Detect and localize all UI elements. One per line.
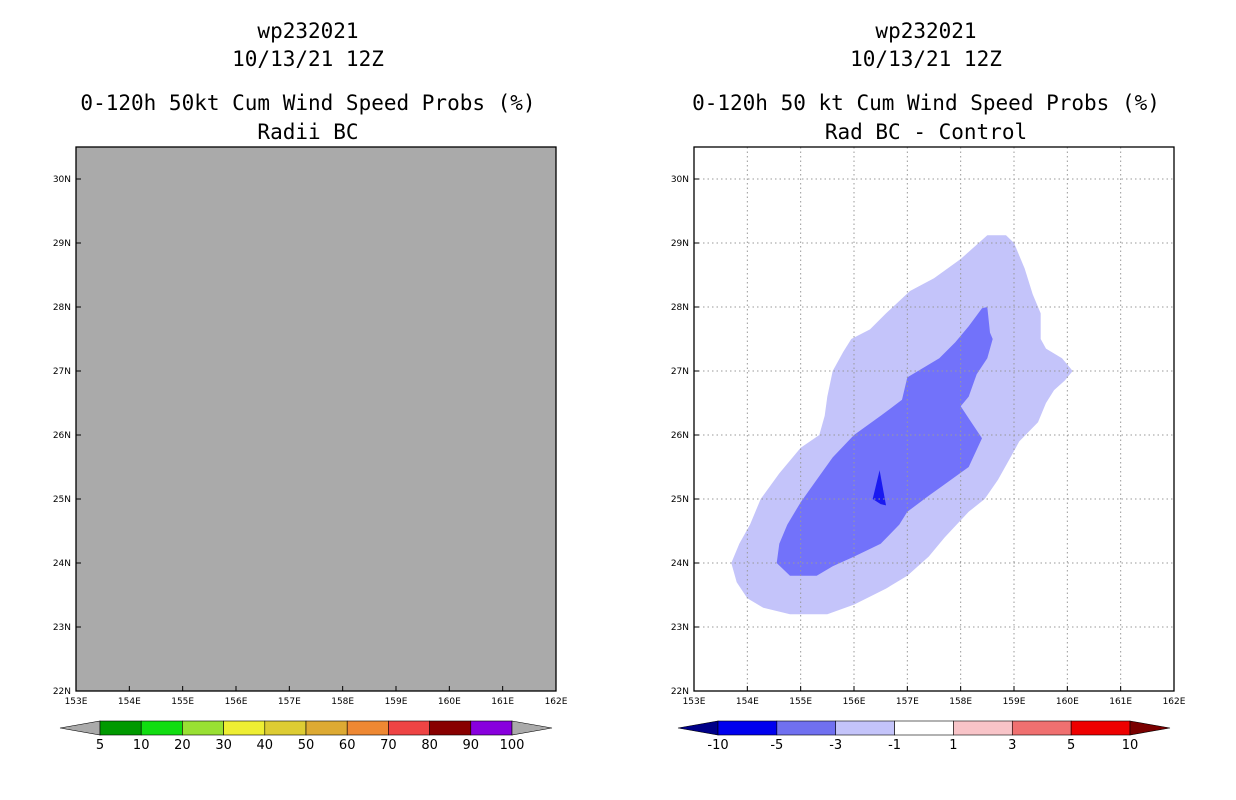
right-colorbar-label-4: 1 (949, 738, 957, 753)
right-ytick-label-7: 29N (671, 239, 689, 249)
right-date: 10/13/21 12Z (850, 47, 1002, 71)
right-chart-title: 0-120h 50 kt Cum Wind Speed Probs (%) (692, 91, 1160, 115)
right-storm-id: wp232021 (875, 19, 976, 43)
right-xtick-label-4: 157E (896, 697, 919, 707)
left-colorbar-swatch-9 (470, 720, 513, 736)
left-xtick-label-5: 158E (331, 697, 354, 707)
left-colorbar-label-8: 80 (421, 738, 438, 753)
right-colorbar-over (1129, 720, 1171, 736)
right-chart-subtitle: Rad BC - Control (825, 120, 1027, 144)
right-colorbar-label-2: -3 (829, 738, 842, 753)
left-ytick-label-5: 27N (53, 367, 71, 377)
left-plot-frame (75, 146, 557, 692)
right-colorbar-label-6: 5 (1067, 738, 1075, 753)
right-ytick-label-0: 22N (671, 687, 689, 697)
left-colorbar-swatch-3 (223, 720, 266, 736)
right-colorbar-label-1: -5 (770, 738, 783, 753)
right-xtick-label-0: 153E (683, 697, 706, 707)
left-xtick-label-0: 153E (65, 697, 88, 707)
right-difference-chart: wp232021 10/13/21 12Z 0-120h 50 kt Cum W… (671, 19, 1186, 753)
left-colorbar: 5 10 20 30 40 50 60 70 80 90 100 (59, 720, 553, 753)
left-colorbar-under (59, 720, 101, 736)
right-contour-1 (776, 307, 993, 576)
right-colorbar-swatch-3 (894, 720, 954, 736)
right-xtick-label-3: 156E (843, 697, 866, 707)
right-colorbar-swatch-2 (835, 720, 895, 736)
right-ytick-label-4: 26N (671, 431, 689, 441)
left-probability-chart: wp232021 10/13/21 12Z 0-120h 50kt Cum Wi… (53, 19, 568, 753)
left-ytick-label-0: 22N (53, 687, 71, 697)
right-ytick-label-1: 23N (671, 623, 689, 633)
right-colorbar-label-5: 3 (1008, 738, 1016, 753)
right-ytick-label-3: 25N (671, 495, 689, 505)
left-chart-subtitle: Radii BC (257, 120, 358, 144)
right-xtick-label-8: 161E (1109, 697, 1132, 707)
right-colorbar: -10 -5 -3 -1 1 3 5 10 (677, 720, 1171, 753)
left-ytick-label-7: 29N (53, 239, 71, 249)
left-colorbar-swatch-5 (305, 720, 348, 736)
left-colorbar-swatch-6 (346, 720, 389, 736)
right-colorbar-swatch-4 (953, 720, 1013, 736)
right-xtick-label-9: 162E (1163, 697, 1186, 707)
left-ytick-label-8: 30N (53, 175, 71, 185)
left-ytick-label-1: 23N (53, 623, 71, 633)
left-colorbar-label-2: 20 (174, 738, 191, 753)
left-colorbar-label-3: 30 (215, 738, 232, 753)
left-plot-area: 153E 154E 155E 156E 157E 158E 159E 160E 161E 162E… (53, 146, 568, 707)
left-colorbar-label-5: 50 (298, 738, 315, 753)
left-ytick-label-3: 25N (53, 495, 71, 505)
left-colorbar-label-7: 70 (380, 738, 397, 753)
left-colorbar-swatch-2 (182, 720, 224, 736)
left-xtick-label-1: 154E (118, 697, 141, 707)
right-contour-2 (872, 470, 886, 506)
right-xtick-label-7: 160E (1056, 697, 1079, 707)
right-colorbar-under (677, 720, 719, 736)
left-storm-id: wp232021 (257, 19, 358, 43)
left-colorbar-label-0: 5 (96, 738, 104, 753)
left-ytick-label-6: 28N (53, 303, 71, 313)
left-xtick-label-4: 157E (278, 697, 301, 707)
right-xtick-label-5: 158E (949, 697, 972, 707)
left-colorbar-label-4: 40 (257, 738, 274, 753)
left-xtick-label-3: 156E (225, 697, 248, 707)
left-xtick-label-7: 160E (438, 697, 461, 707)
right-plot-area: 153E 154E 155E 156E 157E 158E 159E 160E 161E 162E… (671, 146, 1186, 707)
left-colorbar-swatch-7 (388, 720, 430, 736)
left-colorbar-label-1: 10 (133, 738, 150, 753)
left-plot-background (76, 147, 556, 691)
right-ytick-label-5: 27N (671, 367, 689, 377)
left-date: 10/13/21 12Z (232, 47, 384, 71)
left-colorbar-swatch-0 (99, 720, 142, 736)
left-xtick-label-2: 155E (171, 697, 194, 707)
left-xtick-label-9: 162E (545, 697, 568, 707)
right-ytick-label-2: 24N (671, 559, 689, 569)
left-colorbar-over (511, 720, 553, 736)
left-colorbar-label-9: 90 (463, 738, 480, 753)
left-ytick-label-4: 26N (53, 431, 71, 441)
left-colorbar-swatch-4 (264, 720, 307, 736)
right-xtick-label-1: 154E (736, 697, 759, 707)
right-ytick-label-8: 30N (671, 175, 689, 185)
right-colorbar-swatch-1 (776, 720, 837, 736)
left-xtick-label-8: 161E (491, 697, 514, 707)
left-xtick-label-6: 159E (385, 697, 408, 707)
right-xtick-label-2: 155E (789, 697, 812, 707)
left-chart-title: 0-120h 50kt Cum Wind Speed Probs (%) (80, 91, 535, 115)
right-colorbar-swatch-6 (1070, 720, 1131, 736)
right-colorbar-label-7: 10 (1122, 738, 1139, 753)
right-colorbar-swatch-0 (717, 720, 778, 736)
right-colorbar-label-3: -1 (888, 738, 901, 753)
left-colorbar-label-6: 60 (339, 738, 356, 753)
left-ytick-label-2: 24N (53, 559, 71, 569)
left-colorbar-swatch-8 (429, 720, 472, 736)
right-xtick-label-6: 159E (1003, 697, 1026, 707)
right-colorbar-label-0: -10 (707, 738, 728, 753)
right-ytick-label-6: 28N (671, 303, 689, 313)
right-colorbar-swatch-5 (1011, 720, 1072, 736)
right-plot-frame (693, 146, 1175, 692)
left-colorbar-swatch-1 (140, 720, 183, 736)
left-colorbar-label-10: 100 (500, 738, 525, 753)
